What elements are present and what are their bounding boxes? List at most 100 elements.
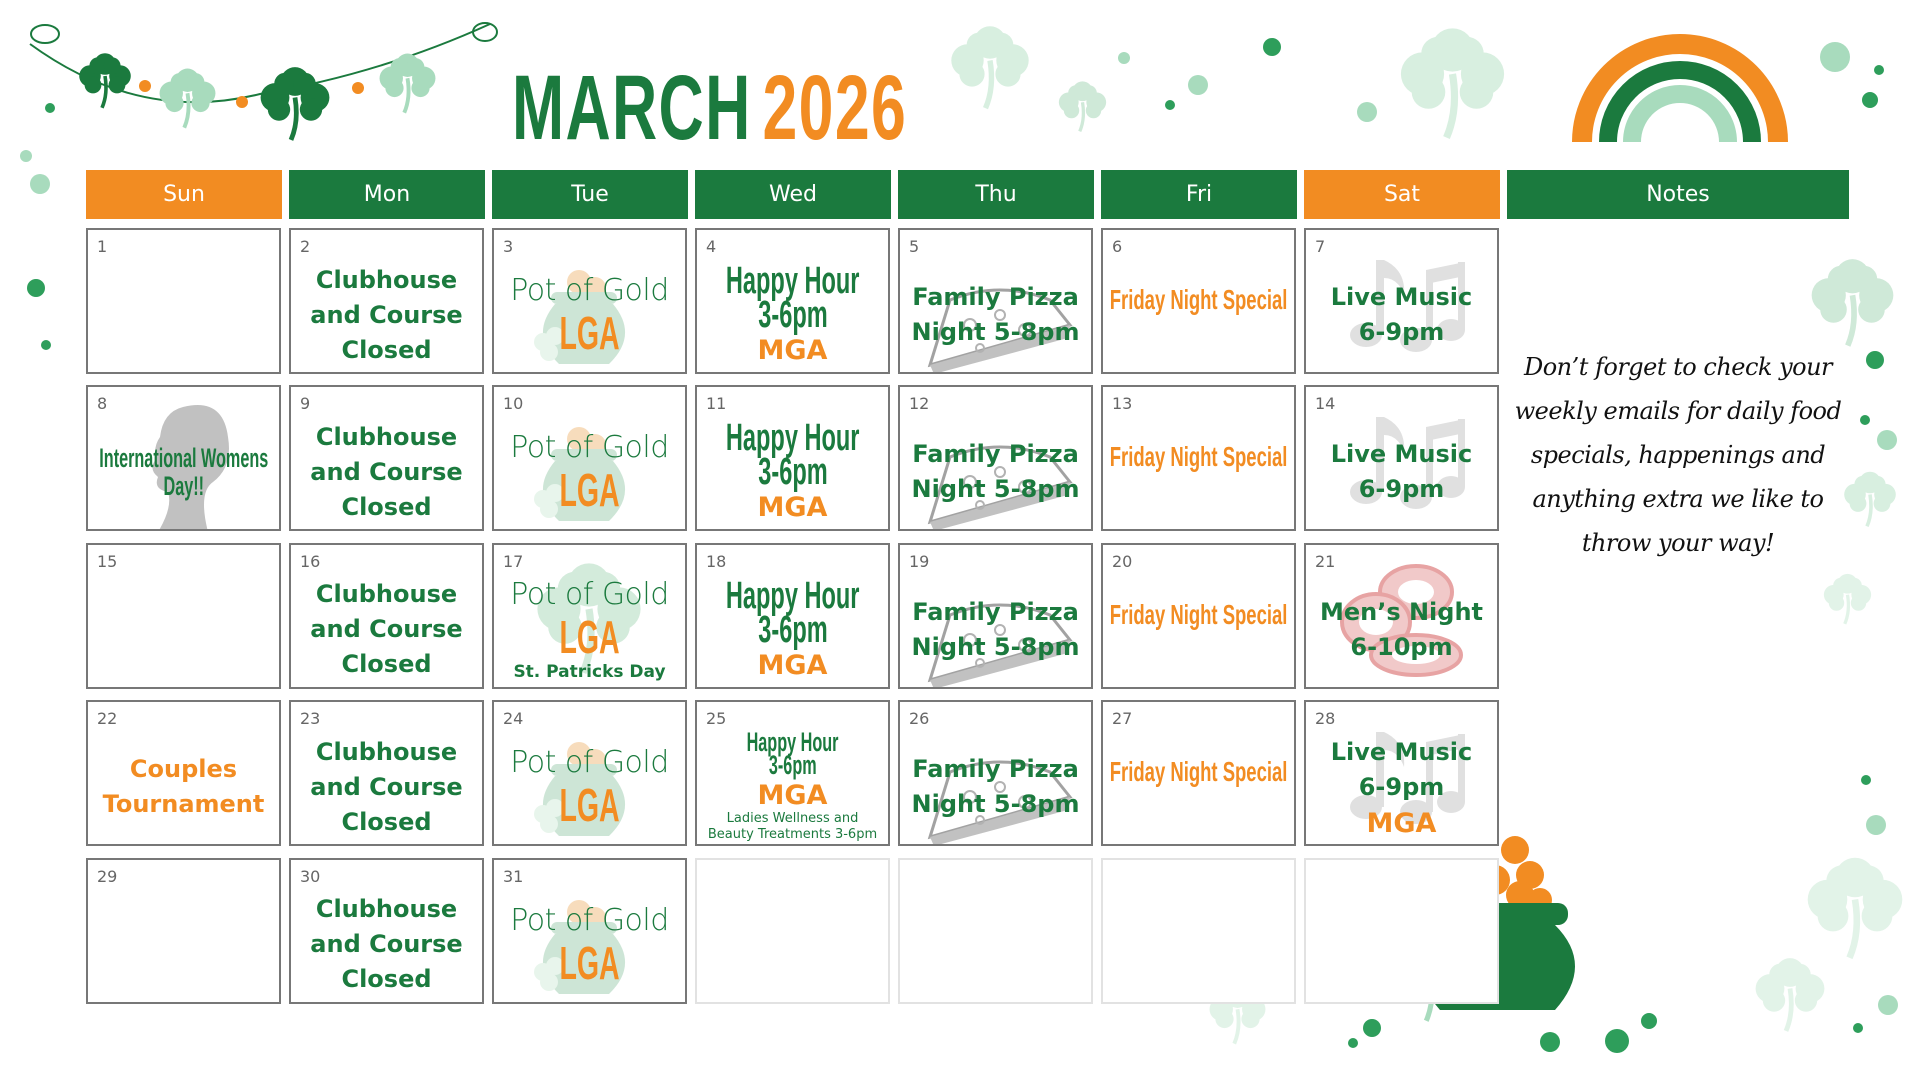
calendar-cell-empty[interactable] — [1304, 857, 1499, 1004]
event-text: and Course — [310, 300, 463, 329]
calendar-cell-day-2[interactable]: 2 Clubhouse and Course Closed — [289, 228, 484, 374]
day-number: 29 — [97, 866, 118, 886]
event-text: LGA — [559, 936, 620, 989]
event-content: Couples Tournament — [88, 730, 279, 844]
event-text: Live Music — [1330, 440, 1473, 469]
day-number: 27 — [1112, 709, 1133, 729]
event-text: Pot of Gold — [510, 902, 669, 938]
calendar-cell-day-6[interactable]: 6 Friday Night Special — [1101, 228, 1296, 374]
calendar-cell-day-3[interactable]: 3 Pot of Gold LGA — [492, 228, 687, 374]
event-content: Clubhouse and Course Closed — [291, 258, 482, 372]
calendar-cell-day-1[interactable]: 1 — [86, 228, 281, 374]
event-content: Clubhouse and Course Closed — [291, 730, 482, 844]
day-number: 13 — [1112, 394, 1133, 414]
event-text: 3-6pm — [768, 750, 817, 781]
event-content: Happy Hour 3-6pm MGA — [697, 573, 888, 687]
event-text: and Course — [310, 457, 463, 486]
calendar-cell-day-30[interactable]: 30 Clubhouse and Course Closed — [289, 857, 484, 1004]
event-text: LGA — [559, 779, 620, 832]
event-text: Ladies Wellness and — [726, 811, 859, 827]
event-text: 3-6pm — [757, 294, 828, 336]
calendar-cell-day-14[interactable]: 14 Live Music 6-9pm — [1304, 385, 1499, 532]
event-text: 6-9pm — [1358, 773, 1445, 802]
calendar-cell-day-19[interactable]: 19 Family Pizza Night 5-8pm — [898, 542, 1093, 689]
calendar-cell-day-25[interactable]: 25 Happy Hour 3-6pm MGA Ladies Wellness and B… — [695, 700, 890, 847]
calendar-cell-day-22[interactable]: 22 Couples Tournament — [86, 700, 281, 847]
shamrock-garland-decoration — [29, 22, 498, 144]
day-header-tue: Tue — [492, 170, 688, 219]
event-text: LGA — [559, 307, 620, 359]
calendar-cell-day-17[interactable]: 17 Pot of Gold LGA St. Patricks Day — [492, 542, 687, 689]
calendar-cell-day-29[interactable]: 29 — [86, 857, 281, 1004]
calendar-cell-day-28[interactable]: 28 Live Music 6-9pm MGA — [1304, 700, 1499, 847]
day-number: 15 — [97, 551, 118, 571]
poker-chips-icon — [1331, 560, 1471, 684]
calendar-cell-day-16[interactable]: 16 Clubhouse and Course Closed — [289, 542, 484, 689]
event-text: Friday Night Special — [1109, 756, 1288, 788]
calendar-cell-empty[interactable] — [1101, 857, 1296, 1004]
calendar-cell-day-26[interactable]: 26 Family Pizza Night 5-8pm — [898, 700, 1093, 847]
calendar-cell-day-31[interactable]: 31 Pot of Gold LGA — [492, 857, 687, 1004]
calendar-cell-day-18[interactable]: 18 Happy Hour 3-6pm MGA — [695, 542, 890, 689]
calendar-cell-day-9[interactable]: 9 Clubhouse and Course Closed — [289, 385, 484, 532]
event-content: Friday Night Special — [1103, 573, 1294, 687]
calendar-cell-empty[interactable] — [898, 857, 1093, 1004]
event-text: Night 5-8pm — [911, 790, 1080, 819]
day-number: 23 — [300, 709, 321, 729]
day-number: 3 — [503, 237, 514, 256]
pizza-icon — [910, 742, 1080, 845]
event-text: 6-10pm — [1350, 632, 1453, 661]
event-content: Clubhouse and Course Closed — [291, 888, 482, 1002]
event-text: Family Pizza — [912, 755, 1079, 784]
event-text: and Course — [310, 930, 463, 959]
day-number: 22 — [97, 709, 118, 729]
calendar-cell-day-4[interactable]: 4 Happy Hour 3-6pm MGA — [695, 228, 890, 374]
event-text: Clubhouse — [315, 737, 458, 766]
event-text: Happy Hour — [725, 260, 860, 302]
day-number: 18 — [706, 551, 727, 571]
calendar-cell-day-13[interactable]: 13 Friday Night Special — [1101, 385, 1296, 532]
event-content: Family Pizza Night 5-8pm — [900, 415, 1091, 529]
day-number: 16 — [300, 551, 321, 571]
day-number: 2 — [300, 237, 311, 256]
calendar-cell-day-7[interactable]: 7 Live Music 6-9pm — [1304, 228, 1499, 374]
title-year: 2026 — [762, 57, 908, 159]
calendar-cell-day-12[interactable]: 12 Family Pizza Night 5-8pm — [898, 385, 1093, 532]
event-text: Live Music — [1330, 283, 1473, 311]
calendar-cell-day-15[interactable]: 15 — [86, 542, 281, 689]
event-text: Clubhouse — [315, 265, 458, 294]
event-text: Night 5-8pm — [911, 475, 1080, 504]
event-text: 3-6pm — [757, 608, 828, 651]
event-text: Night 5-8pm — [911, 632, 1080, 661]
pizza-icon — [910, 585, 1080, 687]
calendar-cell-day-20[interactable]: 20 Friday Night Special — [1101, 542, 1296, 689]
event-content: Pot of Gold LGA — [494, 258, 685, 372]
day-header-fri: Fri — [1101, 170, 1297, 219]
event-content: Happy Hour 3-6pm MGA — [697, 258, 888, 372]
calendar-cell-day-23[interactable]: 23 Clubhouse and Course Closed — [289, 700, 484, 847]
day-header-wed: Wed — [695, 170, 891, 219]
day-number: 8 — [97, 394, 108, 414]
pot-of-gold-icon — [529, 260, 639, 372]
calendar-cell-day-27[interactable]: 27 Friday Night Special — [1101, 700, 1296, 847]
music-notes-icon — [1336, 397, 1466, 521]
calendar-cell-day-5[interactable]: 5 Family Pizza Night 5-8pm — [898, 228, 1093, 374]
calendar-cell-day-11[interactable]: 11 Happy Hour 3-6pm MGA — [695, 385, 890, 532]
day-number: 25 — [706, 709, 727, 729]
day-number: 28 — [1315, 709, 1336, 729]
event-text: MGA — [757, 492, 828, 524]
event-content: Pot of Gold LGA — [494, 888, 685, 1002]
event-text: Closed — [341, 492, 432, 521]
calendar-cell-day-8[interactable]: 8 International Womens Day!! — [86, 385, 281, 532]
calendar-cell-empty[interactable] — [695, 857, 890, 1004]
day-number: 5 — [909, 237, 920, 256]
day-number: 9 — [300, 394, 311, 414]
day-number: 10 — [503, 394, 524, 414]
event-content: International Womens Day!! — [88, 415, 279, 529]
calendar-cell-day-21[interactable]: 21 Men’s Night 6-10pm — [1304, 542, 1499, 689]
calendar-cell-day-10[interactable]: 10 Pot of Gold LGA — [492, 385, 687, 532]
pot-of-gold-icon — [529, 417, 639, 529]
event-text: MGA — [1366, 808, 1437, 840]
calendar-cell-day-24[interactable]: 24 Pot of Gold LGA — [492, 700, 687, 847]
event-content: Family Pizza Night 5-8pm — [900, 730, 1091, 844]
